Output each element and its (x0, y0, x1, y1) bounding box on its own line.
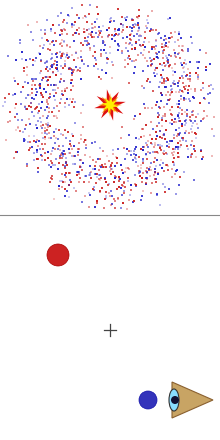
Polygon shape (101, 96, 119, 114)
Circle shape (139, 391, 157, 409)
Polygon shape (98, 93, 122, 117)
Polygon shape (172, 382, 213, 418)
Polygon shape (94, 89, 126, 121)
Circle shape (47, 244, 69, 266)
Ellipse shape (169, 389, 179, 411)
Circle shape (171, 396, 179, 404)
